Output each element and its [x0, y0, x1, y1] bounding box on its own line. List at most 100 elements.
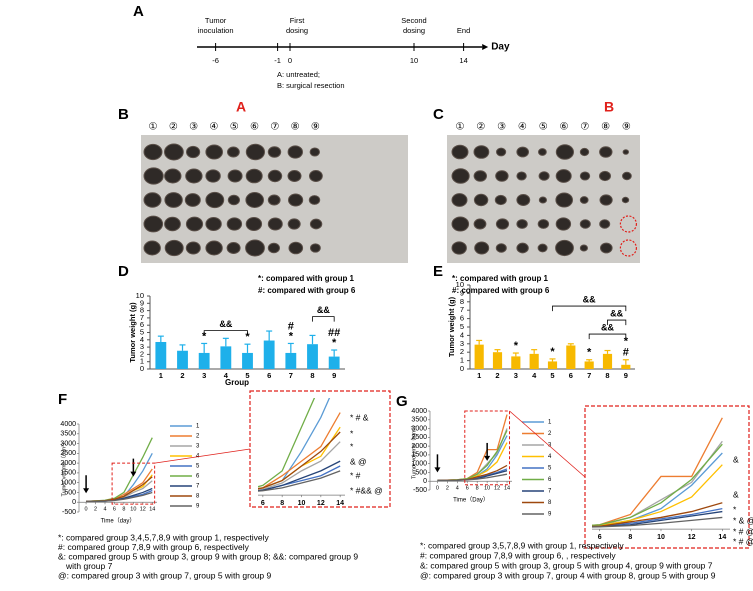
tumor — [555, 144, 575, 160]
tumor — [537, 219, 550, 229]
significance-mark: # — [623, 347, 629, 359]
significance-mark: * — [550, 346, 555, 358]
legend-label: 7 — [548, 489, 552, 495]
tumor — [516, 146, 530, 158]
significance-mark: * — [332, 337, 337, 349]
significance-mark: ## — [328, 327, 340, 339]
y-tick-label: 10 — [456, 280, 464, 289]
group-number: ① — [456, 122, 465, 133]
tumor — [474, 241, 490, 255]
y-tick-label: 0 — [140, 364, 144, 373]
zoom-region — [464, 410, 511, 486]
legend-label: 7 — [196, 484, 200, 490]
bar — [547, 361, 558, 369]
legend-text: A: untreated; — [277, 70, 320, 79]
tumor — [555, 239, 574, 257]
note: *: compared group 3,5,7,8,9 with group 1… — [420, 540, 624, 550]
note: with group 7 — [65, 561, 113, 571]
inset-annotation: * & @ — [733, 515, 753, 525]
significance-mark: * — [514, 340, 519, 352]
tumor — [245, 143, 265, 161]
x-tick-label: 8 — [122, 507, 125, 513]
tumor — [599, 194, 613, 206]
arrow-head — [482, 44, 489, 50]
x-tick-label: 14 — [149, 507, 155, 513]
tumor — [267, 169, 283, 183]
group-number: ② — [169, 122, 178, 133]
tumor — [579, 171, 591, 181]
tumor — [622, 171, 632, 181]
legend-label: 3 — [196, 444, 200, 450]
series-line — [258, 426, 341, 490]
y-tick-label: 6 — [460, 314, 464, 323]
x-tick-label: 2 — [446, 486, 449, 492]
group-number: ⑦ — [270, 122, 279, 133]
x-tick-label: 1 — [477, 371, 481, 380]
tumor — [600, 242, 613, 254]
tumor — [143, 215, 164, 233]
note: @: compared group 3 with group 7, group … — [58, 571, 271, 581]
note: *: compared group 3,4,5,7,8,9 with group… — [58, 532, 269, 542]
y-tick-label: 1000 — [411, 461, 427, 468]
y-tick-label: 4 — [460, 330, 464, 339]
y-tick-label: 0 — [460, 364, 464, 373]
note: &: compared group 5 with group 3, group … — [420, 560, 713, 570]
inset-x-tick-label: 12 — [317, 500, 325, 507]
group-number: ③ — [189, 122, 198, 133]
legend-text: B: surgical resection — [277, 81, 345, 90]
group-number: ⑤ — [539, 122, 548, 133]
x-tick-label: 3 — [202, 371, 206, 380]
inset-x-tick-label: 6 — [598, 534, 602, 541]
legend-label: 4 — [548, 454, 552, 460]
arrow-head — [83, 488, 90, 494]
x-tick-label: 4 — [224, 371, 229, 380]
x-tick-label: 7 — [289, 371, 293, 380]
tumor — [473, 170, 487, 182]
group-number: ⑤ — [230, 122, 239, 133]
x-axis-label: Group — [225, 378, 249, 387]
series-line — [258, 460, 341, 492]
y-tick-label: 0 — [72, 499, 76, 506]
tumor — [164, 168, 182, 184]
tumor — [287, 169, 302, 183]
y-tick-label: 500 — [64, 489, 76, 496]
group-number: ① — [149, 122, 158, 133]
y-tick-label: 9 — [460, 288, 464, 297]
panel-label: B — [118, 106, 129, 123]
series-line — [437, 473, 508, 481]
y-tick-label: -500 — [62, 509, 76, 516]
tumor — [579, 147, 590, 157]
tumor — [267, 194, 281, 206]
inset-annotation: & — [733, 454, 739, 464]
tumor — [451, 168, 470, 184]
x-tick-label: 14 — [504, 486, 510, 492]
tumor — [538, 171, 550, 181]
tumor — [496, 147, 507, 157]
legend-label: 8 — [548, 500, 552, 506]
x-tick-label: 9 — [624, 371, 628, 380]
bracket-label: && — [219, 319, 232, 329]
series-line — [592, 502, 723, 528]
tumor — [516, 219, 528, 229]
tumor — [205, 191, 225, 209]
x-tick-label: 8 — [605, 371, 609, 380]
bracket — [552, 305, 627, 312]
x-tick-label: 8 — [476, 486, 479, 492]
tumor — [451, 216, 470, 232]
x-tick-label: 9 — [332, 371, 336, 380]
tumor — [538, 196, 548, 204]
zoom-connector — [509, 410, 586, 478]
photo-title: A — [236, 99, 246, 115]
y-tick-label: 3500 — [60, 431, 76, 438]
tumor — [287, 145, 303, 159]
tick-label: -1 — [274, 56, 281, 65]
group-number: ⑦ — [580, 122, 589, 133]
series-line — [258, 431, 341, 490]
tumor — [186, 145, 201, 159]
bracket-label: && — [610, 308, 623, 318]
tumor — [308, 195, 321, 205]
inset-x-tick-label: 14 — [336, 500, 344, 507]
tumor — [579, 196, 589, 204]
y-tick-label: 3000 — [411, 425, 427, 432]
